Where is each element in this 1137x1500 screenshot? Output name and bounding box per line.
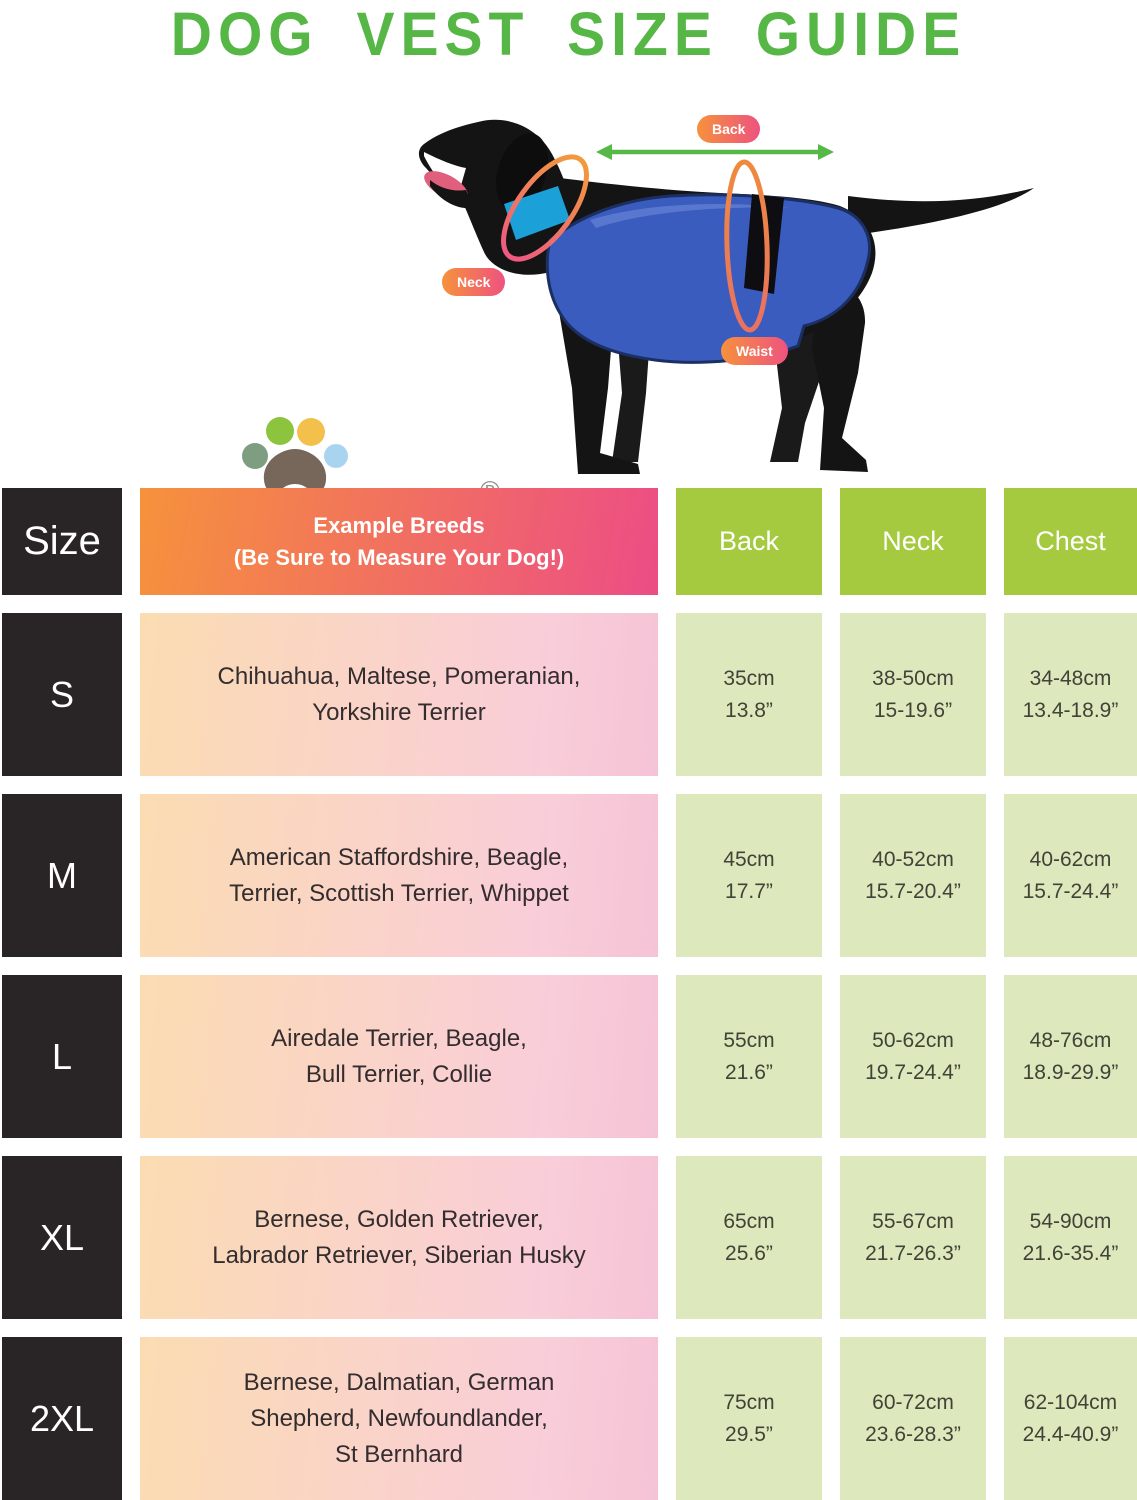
size-guide-table: Size Example Breeds (Be Sure to Measure … [2,488,1137,1500]
row-m-neck: 40-52cm 15.7-20.4” [840,794,986,957]
dog-tail [848,188,1034,236]
waist-label-pill: Waist [721,337,788,365]
measurement-diagram: Back Neck Waist Lautus Pets ® [0,90,1137,545]
row-m-size: M [2,794,122,957]
row-m-breeds: American Staffordshire, Beagle, Terrier,… [140,794,658,957]
paw-print-icon [242,417,348,494]
row-l-size: L [2,975,122,1138]
header-size: Size [2,488,122,595]
dog-vest-highlight [590,204,790,228]
row-2xl-chest: 62-104cm 24.4-40.9” [1004,1337,1137,1500]
dog-vest-illustration [418,119,1034,474]
neck-ring [501,154,589,262]
header-neck: Neck [840,488,986,595]
row-2xl-size: 2XL [2,1337,122,1500]
dog-hind-leg-near [812,273,868,472]
row-xl-chest: 54-90cm 21.6-35.4” [1004,1156,1137,1319]
dog-front-leg-near [555,288,640,474]
page-title: DOG VEST SIZE GUIDE [170,0,967,70]
row-m-chest: 40-62cm 15.7-24.4” [1004,794,1137,957]
neck-label-pill: Neck [442,268,506,296]
row-xl-breeds: Bernese, Golden Retriever, Labrador Retr… [140,1156,658,1319]
waist-ring [724,159,770,333]
header-breeds: Example Breeds (Be Sure to Measure Your … [140,488,658,595]
dog-vest-strap [744,194,784,294]
row-xl-size: XL [2,1156,122,1319]
row-l-chest: 48-76cm 18.9-29.9” [1004,975,1137,1138]
row-2xl-breeds: Bernese, Dalmatian, German Shepherd, New… [140,1337,658,1500]
row-l-neck: 50-62cm 19.7-24.4” [840,975,986,1138]
dog-lower-jaw [430,180,474,209]
row-s-size: S [2,613,122,776]
row-m-back: 45cm 17.7” [676,794,822,957]
row-xl-neck: 55-67cm 21.7-26.3” [840,1156,986,1319]
row-l-breeds: Airedale Terrier, Beagle, Bull Terrier, … [140,975,658,1138]
row-2xl-back: 75cm 29.5” [676,1337,822,1500]
dog-vest [545,193,871,364]
header-chest: Chest [1004,488,1137,595]
dog-ear [496,133,548,211]
back-label-pill: Back [697,115,761,143]
row-s-neck: 38-50cm 15-19.6” [840,613,986,776]
row-s-chest: 34-48cm 13.4-18.9” [1004,613,1137,776]
back-arrow [596,144,834,160]
row-l-back: 55cm 21.6” [676,975,822,1138]
row-xl-back: 65cm 25.6” [676,1156,822,1319]
row-s-back: 35cm 13.8” [676,613,822,776]
header-back: Back [676,488,822,595]
row-2xl-neck: 60-72cm 23.6-28.3” [840,1337,986,1500]
row-s-breeds: Chihuahua, Maltese, Pomeranian, Yorkshir… [140,613,658,776]
